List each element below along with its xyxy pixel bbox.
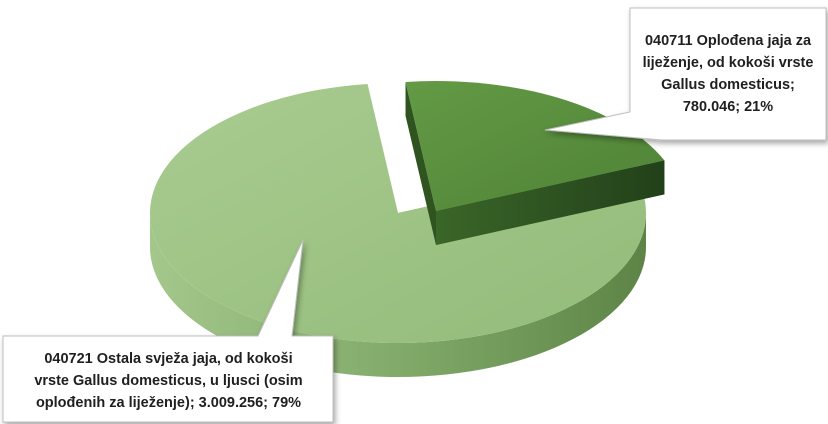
slice-cut-fertilised-eggs <box>405 81 436 245</box>
slice-side-fertilised-eggs <box>436 160 665 245</box>
slice-label-fertilised-eggs: 040711 Oplođena jaja za liježenje, od ko… <box>642 33 814 115</box>
callout-other-fresh-eggs <box>2 239 334 423</box>
callout-fertilised-eggs <box>544 7 827 141</box>
slice-top-fertilised-eggs <box>405 80 665 211</box>
slice-top-other-fresh-eggs <box>149 83 646 343</box>
slice-label-other-fresh-eggs: 040721 Ostala svježa jaja, od kokoši vrs… <box>34 351 303 411</box>
